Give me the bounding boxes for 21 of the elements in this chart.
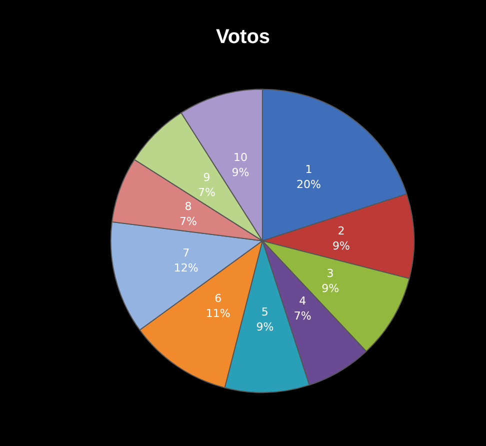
chart-title: Votos — [216, 26, 270, 48]
slice-label: 9 — [203, 171, 210, 184]
slice-label: 4 — [299, 294, 306, 308]
data-label: 9% — [256, 320, 274, 334]
slice-label: 10 — [233, 151, 248, 164]
data-label: 7% — [180, 215, 198, 228]
slice-label: 1 — [305, 163, 312, 176]
slice-label: 5 — [261, 306, 268, 319]
slice-label: 3 — [326, 266, 334, 280]
slice-label: 6 — [214, 292, 222, 306]
data-label: 7% — [294, 310, 312, 323]
data-label: 7% — [198, 186, 216, 200]
data-label: 20% — [296, 178, 321, 192]
slice-label: 8 — [184, 200, 192, 214]
slice-label: 7 — [182, 246, 190, 260]
data-label: 9% — [332, 239, 350, 252]
slice-label: 2 — [338, 224, 345, 238]
data-label: 11% — [206, 307, 230, 320]
data-label: 12% — [174, 261, 198, 274]
data-label: 9% — [232, 166, 250, 180]
data-label: 9% — [322, 282, 340, 295]
